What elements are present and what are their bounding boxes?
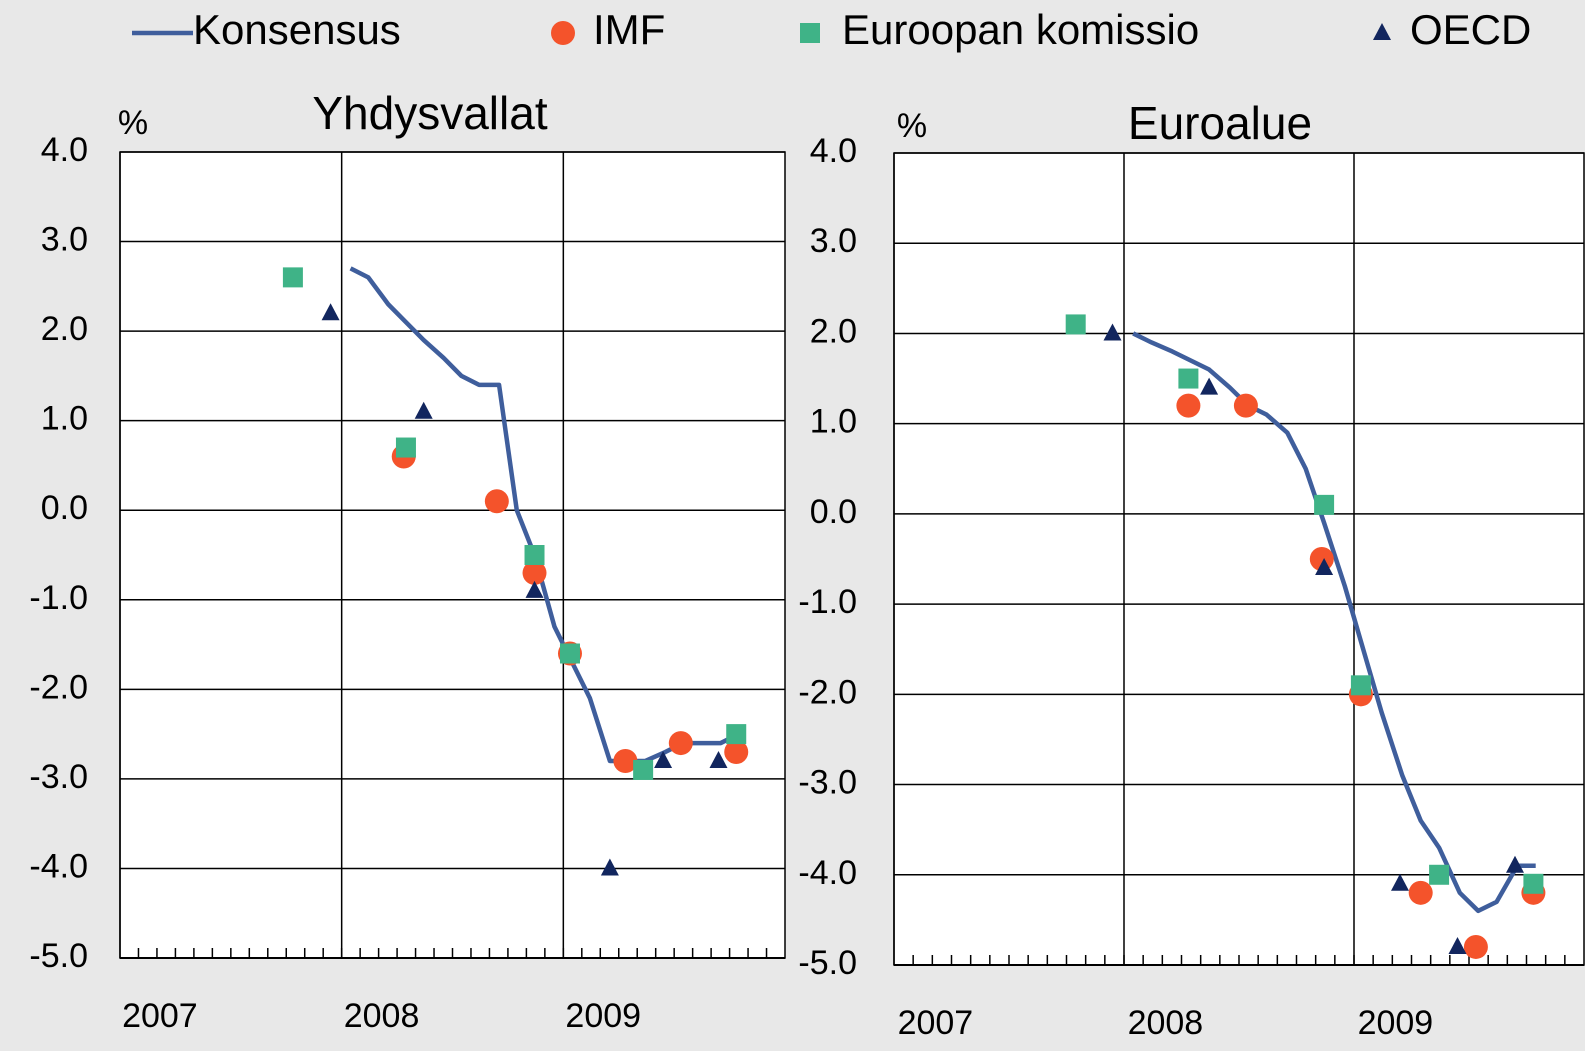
oecd-point [1103, 323, 1122, 341]
imf-point [1233, 393, 1258, 418]
y-tick-label: -3.0 [798, 764, 857, 802]
y-tick-label: -3.0 [29, 758, 88, 796]
ec-point [559, 643, 580, 664]
x-tick-label: 2009 [1358, 1004, 1434, 1042]
y-axis-label: % [897, 107, 927, 145]
y-tick-label: -5.0 [29, 937, 88, 975]
plot-area [893, 152, 1585, 966]
legend-label: OECD [1410, 6, 1531, 53]
y-tick-label: 4.0 [810, 132, 857, 170]
y-tick-label: 0.0 [41, 489, 88, 527]
legend-swatch [551, 21, 575, 45]
oecd-point [525, 580, 544, 598]
ec-point [1065, 314, 1086, 335]
ec-point [524, 545, 545, 565]
y-tick-label: -2.0 [29, 668, 88, 706]
y-tick-label: -1.0 [29, 579, 88, 617]
y-tick-label: -5.0 [798, 944, 857, 982]
y-tick-label: 3.0 [41, 221, 88, 259]
imf-point [668, 731, 693, 756]
imf-point [522, 560, 547, 585]
chart-title: Yhdysvallat [312, 87, 547, 139]
plot-area [119, 151, 786, 959]
ec-point [633, 759, 654, 780]
y-tick-label: 1.0 [810, 403, 857, 441]
imf-point [724, 740, 749, 765]
imf-point [1408, 880, 1433, 905]
y-tick-label: 2.0 [810, 312, 857, 350]
imf-point [1176, 393, 1201, 418]
y-tick-label: 3.0 [810, 222, 857, 260]
legend-label: Euroopan komissio [842, 6, 1199, 53]
legend-label: Konsensus [193, 6, 401, 53]
ec-point [395, 437, 416, 458]
x-tick-label: 2008 [1128, 1004, 1204, 1042]
legend-swatch [800, 23, 820, 43]
legend-label: IMF [593, 6, 665, 53]
ec-point [726, 724, 747, 745]
x-tick-label: 2007 [122, 997, 198, 1035]
oecd-point [1200, 377, 1219, 395]
imf-point [1309, 547, 1334, 571]
ec-point [1523, 873, 1544, 894]
konsensus-line [1132, 331, 1536, 914]
oecd-point [1506, 855, 1524, 873]
y-tick-label: -4.0 [798, 854, 857, 892]
oecd-point [1448, 936, 1467, 954]
y-tick-label: 0.0 [810, 493, 857, 531]
oecd-point [709, 750, 728, 768]
y-tick-label: 1.0 [41, 400, 88, 438]
ec-point [1314, 494, 1335, 515]
y-tick-label: 2.0 [41, 310, 88, 348]
chart-title: Euroalue [1128, 97, 1312, 149]
oecd-point [1315, 558, 1334, 576]
oecd-point [321, 303, 340, 321]
ec-point [282, 267, 303, 288]
ec-point [1429, 864, 1450, 885]
y-tick-label: -2.0 [798, 673, 857, 711]
oecd-point [654, 750, 673, 768]
y-tick-label: 4.0 [41, 131, 88, 169]
y-tick-label: -1.0 [798, 583, 857, 621]
x-tick-label: 2007 [898, 1004, 974, 1042]
x-tick-label: 2008 [344, 997, 420, 1035]
imf-point [484, 489, 509, 514]
oecd-point [600, 858, 619, 876]
oecd-point [1391, 873, 1409, 891]
imf-point [613, 748, 638, 773]
oecd-point [414, 401, 433, 419]
x-tick-label: 2009 [565, 997, 641, 1035]
legend-swatch [1373, 23, 1391, 40]
y-tick-label: -4.0 [29, 847, 88, 885]
imf-point [1463, 934, 1488, 959]
ec-point [1350, 675, 1371, 696]
y-axis-label: % [118, 104, 148, 142]
ec-point [1178, 368, 1199, 389]
